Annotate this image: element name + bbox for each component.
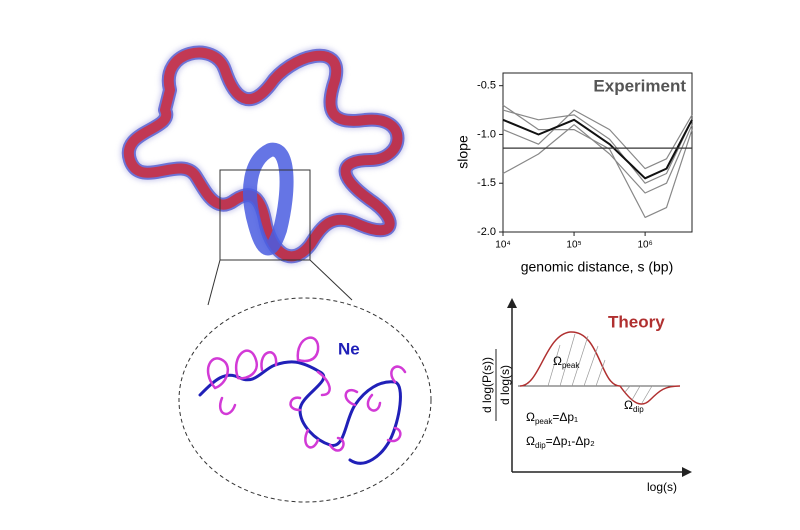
subscript: dip <box>535 441 546 450</box>
theory-panel: Theory Ωpeak Ωdip Ωpeak=Δp₁ Ωdip=Δp₁-Δp₂… <box>480 298 692 494</box>
denominator: d log(s) <box>498 365 512 405</box>
y-tick-label: -0.5 <box>477 80 496 92</box>
chain <box>198 336 407 465</box>
x-tick-label: 10⁵ <box>566 240 581 251</box>
chain-label: Ne <box>338 339 360 358</box>
chart-title: Experiment <box>593 76 686 95</box>
equation: Ωdip=Δp₁-Δp₂ <box>526 434 595 450</box>
theory-title: Theory <box>608 312 665 331</box>
equation: Ωpeak=Δp₁ <box>526 410 578 426</box>
subscript: peak <box>562 361 580 370</box>
arrowhead <box>507 298 517 308</box>
subscript: peak <box>535 417 553 426</box>
hatch <box>547 333 653 404</box>
theory-y-label: d log(P(s)) d log(s) <box>480 349 512 421</box>
plot-frame <box>502 72 693 233</box>
x-axis-label: genomic distance, s (bp) <box>521 259 674 275</box>
symbol: Ω <box>526 434 535 448</box>
y-tick-label: -1.5 <box>477 177 496 189</box>
zoom-line <box>207 259 221 306</box>
subscript: dip <box>633 405 644 414</box>
series-line <box>502 104 693 218</box>
series-line <box>502 109 693 170</box>
polymer-illustration <box>120 44 406 265</box>
rhs: =Δp₁-Δp₂ <box>546 434 595 448</box>
rhs: =Δp₁ <box>552 410 578 424</box>
series-line <box>502 109 693 184</box>
dip-label: Ωdip <box>624 398 644 414</box>
symbol: Ω <box>526 410 535 424</box>
y-axis-label: slope <box>455 135 471 169</box>
symbol: Ω <box>553 354 562 368</box>
symbol: Ω <box>624 398 633 412</box>
theory-x-label: log(s) <box>647 480 677 494</box>
series-line <box>502 118 693 180</box>
y-tick-label: -1.0 <box>477 128 496 140</box>
arrowhead <box>682 467 692 477</box>
numerator: d log(P(s)) <box>480 357 494 413</box>
x-tick-label: 10⁶ <box>637 240 652 251</box>
theory-curve <box>519 331 681 405</box>
zoom-line <box>309 259 353 301</box>
experiment-chart: Experiment genomic distance, s (bp) slop… <box>455 72 693 275</box>
series-line <box>502 124 693 194</box>
x-tick-label: 10⁴ <box>495 240 510 251</box>
zoom-box <box>219 169 311 261</box>
peak-label: Ωpeak <box>553 354 580 370</box>
y-tick-label: -2.0 <box>477 226 496 238</box>
